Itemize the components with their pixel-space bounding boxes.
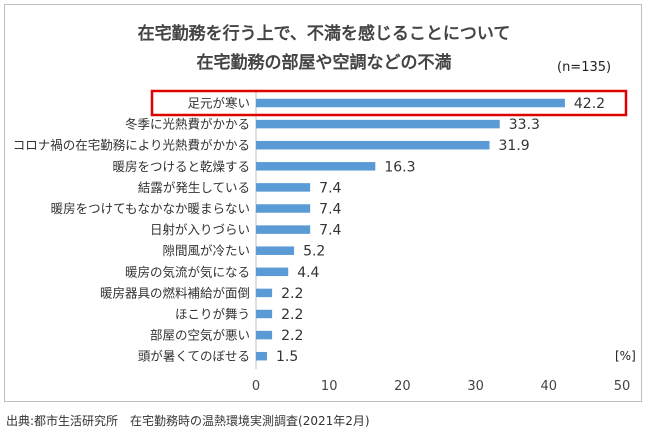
category-label: 暖房器具の燃料補給が面倒 (100, 285, 250, 300)
x-tick-label: 50 (614, 379, 631, 394)
highlight-box (150, 89, 628, 117)
category-label: 足元が寒い (187, 96, 250, 111)
x-tick-label: 20 (394, 379, 411, 394)
bar (256, 183, 311, 192)
x-tick-label: 10 (321, 379, 338, 394)
bar (256, 140, 490, 150)
bar (256, 225, 311, 234)
category-label: 結露が発生している (138, 180, 250, 195)
value-label: 42.2 (574, 96, 605, 112)
x-tick-label: 0 (252, 379, 260, 394)
chart-title-line1: 在宅勤務を行う上で、不満を感じることについて (137, 24, 511, 44)
category-label: ほこりが舞う (175, 307, 250, 322)
category-label: 冬季に光熱費がかかる (125, 117, 250, 132)
category-label: 頭が暑くてのぼせる (138, 349, 250, 364)
bar (256, 267, 289, 277)
bar (256, 98, 565, 108)
bar (256, 351, 267, 361)
source-note: 出典:都市生活研究所 在宅勤務時の温熱環境実測調査(2021年2月) (6, 414, 370, 428)
bar (256, 246, 295, 255)
value-label: 5.2 (303, 244, 325, 260)
category-label: 暖房の気流が気になる (125, 264, 250, 279)
category-label: 暖房をつけてもなかなか暖まらない (51, 201, 250, 216)
value-label: 4.4 (297, 265, 319, 281)
value-label: 7.4 (319, 202, 341, 218)
category-label: 隙間風が冷たい (162, 243, 250, 258)
value-label: 7.4 (319, 223, 341, 239)
bar (256, 162, 376, 171)
bar (256, 309, 273, 319)
chart-frame: 在宅勤務を行う上で、不満を感じることについて 在宅勤務の部屋や空調などの不満 (… (4, 4, 642, 402)
value-label: 2.2 (281, 286, 303, 302)
value-label: 33.3 (509, 117, 540, 133)
unit-label: [%] (615, 349, 636, 363)
category-label: 日射が入りづらい (150, 222, 250, 237)
value-label: 1.5 (276, 349, 298, 365)
category-label: 暖房をつけると乾燥する (112, 159, 250, 174)
x-tick-label: 40 (541, 379, 558, 394)
value-label: 2.2 (281, 307, 303, 323)
sample-size-note: (n=135) (557, 60, 612, 75)
category-label: 部屋の空気が悪い (150, 328, 250, 343)
value-label: 16.3 (384, 159, 415, 175)
value-label: 7.4 (319, 180, 341, 196)
value-label: 2.2 (281, 328, 303, 344)
bar (256, 330, 273, 340)
category-label: コロナ禍の在宅勤務により光熱費がかかる (13, 138, 250, 153)
x-tick-label: 30 (467, 379, 484, 394)
chart-title-line2: 在宅勤務の部屋や空調などの不満 (196, 53, 452, 73)
bar (256, 204, 311, 213)
bar (256, 119, 500, 129)
bar (256, 288, 273, 298)
value-label: 31.9 (499, 138, 530, 154)
